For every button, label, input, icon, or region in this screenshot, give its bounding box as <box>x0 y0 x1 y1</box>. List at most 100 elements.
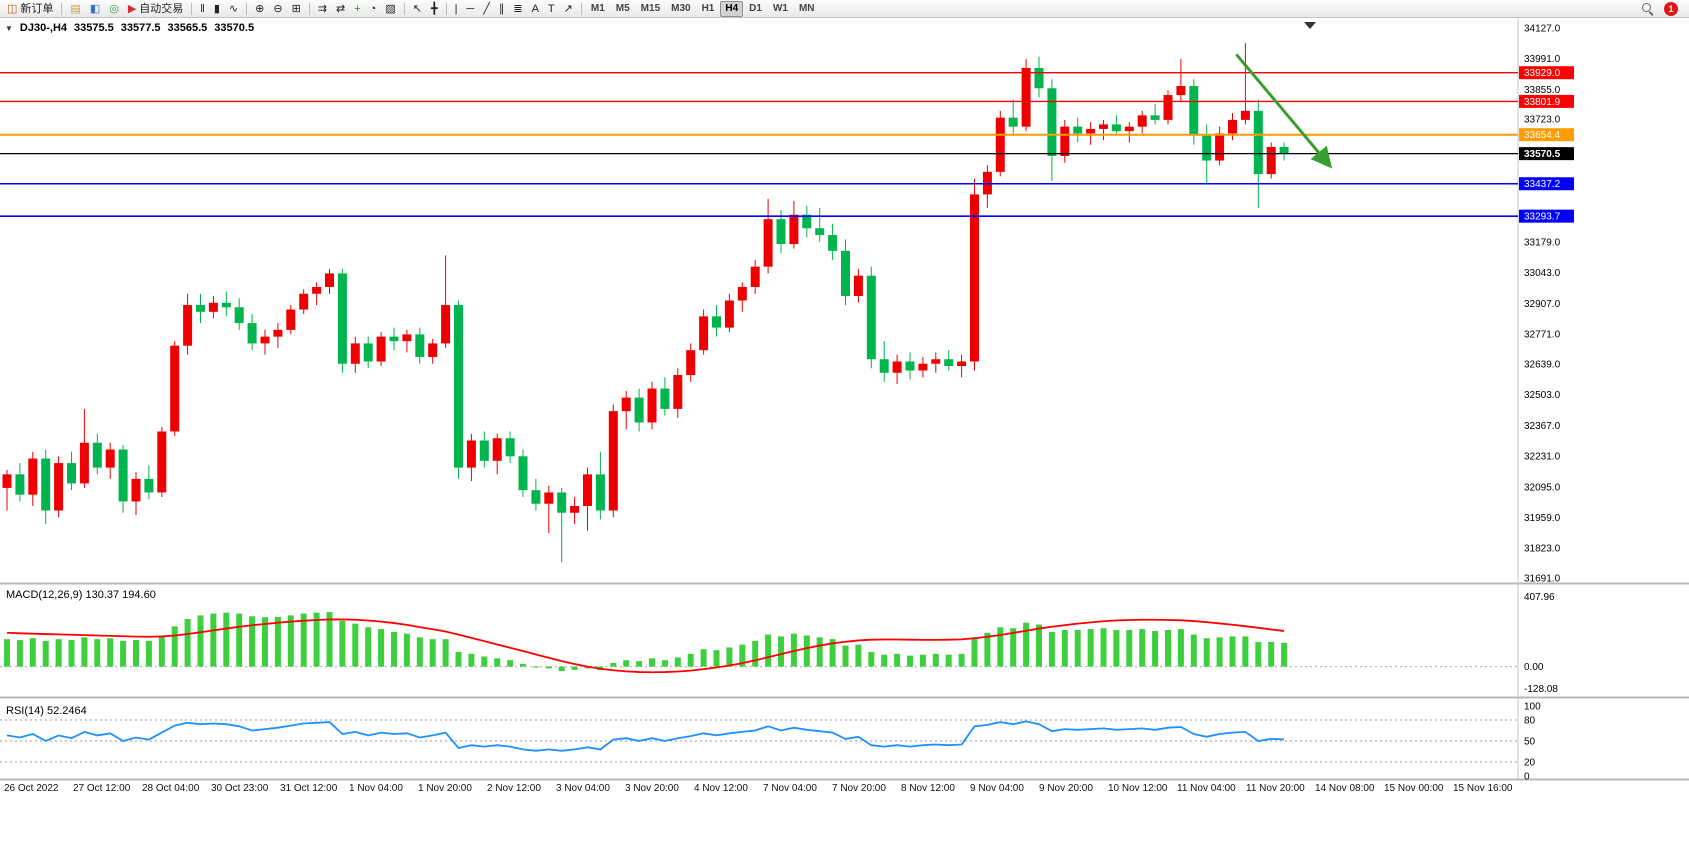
time-axis-label: 8 Nov 12:00 <box>901 783 955 794</box>
fibonacci-icon[interactable]: ≣ <box>509 0 526 17</box>
chart-shift-icon[interactable]: ⇄ <box>332 0 349 17</box>
toolbar-buttons: ◫ 新订单 ▤ ◧ ◎ ▶ 自动交易 ‖ ▮ ∿ ⊕ ⊖ ⊞ ⇉ ⇄ + ◔ ▨ ↖ ╋ | ─ ╱ ∥ ≣ A T ↗ M1 M5 M15… <box>3 0 820 17</box>
chart-symbol-header[interactable]: ▼ DJ30-,H4 33575.5 33577.5 33565.5 33570… <box>5 22 254 34</box>
notification-badge[interactable]: 1 <box>1664 1 1678 16</box>
auto-trading-button[interactable]: ▶ 自动交易 <box>124 0 187 17</box>
vertical-line-icon[interactable]: | <box>451 0 462 17</box>
rsi-tick-label: 100 <box>1524 702 1541 713</box>
indicators-icon[interactable]: + <box>350 0 364 17</box>
time-axis-label: 9 Nov 04:00 <box>970 783 1024 794</box>
timeframe-w1[interactable]: W1 <box>772 2 788 14</box>
crosshair-icon[interactable]: ╋ <box>427 0 442 17</box>
symbol-label: DJ30-,H4 <box>19 22 67 34</box>
time-axis-label: 7 Nov 04:00 <box>763 783 817 794</box>
price-tick-label: 31691.0 <box>1524 574 1561 585</box>
macd-signal-line <box>6 618 1285 674</box>
line-chart-icon[interactable]: ∿ <box>225 0 242 17</box>
text-label-icon: T <box>547 2 555 15</box>
price-tick-label: 33043.0 <box>1524 268 1561 279</box>
macd-tick-label: 0.00 <box>1524 662 1544 673</box>
zoom-in-icon[interactable]: ⊕ <box>251 0 268 17</box>
toolbar-separator <box>445 2 447 15</box>
toolbar: ◫ 新订单 ▤ ◧ ◎ ▶ 自动交易 ‖ ▮ ∿ ⊕ ⊖ ⊞ ⇉ ⇄ + ◔ ▨ ↖ ╋ | ─ ╱ ∥ ≣ A T ↗ M1 M5 M15… <box>0 0 1689 18</box>
price-tick-label: 33723.0 <box>1524 115 1561 126</box>
rsi-tick-label: 20 <box>1524 758 1536 769</box>
new-order-button[interactable]: ◫ 新订单 <box>3 0 57 17</box>
time-axis-label: 14 Nov 08:00 <box>1315 783 1375 794</box>
svg-text:33654.4: 33654.4 <box>1524 130 1561 141</box>
timeframe-m1[interactable]: M1 <box>590 2 605 14</box>
time-axis-label: 31 Oct 12:00 <box>280 783 338 794</box>
svg-text:33570.5: 33570.5 <box>1524 149 1561 160</box>
indicators-icon: + <box>354 2 361 15</box>
navigator-icon[interactable]: ◎ <box>105 0 123 17</box>
arrows-icon[interactable]: ↗ <box>560 0 577 17</box>
trendline-icon[interactable]: ╱ <box>479 0 494 17</box>
vertical-line-icon: | <box>454 2 458 15</box>
symbol-dropdown-icon[interactable]: ▼ <box>5 23 13 33</box>
timeframe-m15[interactable]: M15 <box>640 2 661 14</box>
search-icon[interactable] <box>1641 2 1654 15</box>
macd-histogram <box>4 612 1288 672</box>
bar-chart-icon[interactable]: ‖ <box>196 0 209 17</box>
toolbar-separator <box>191 2 193 15</box>
price-tag: 33654.4 <box>1519 128 1574 142</box>
periods-icon[interactable]: ◔ <box>366 0 381 17</box>
rsi-tick-label: 0 <box>1524 772 1530 783</box>
trendline-icon: ╱ <box>483 2 490 15</box>
svg-text:33801.9: 33801.9 <box>1524 97 1561 108</box>
time-axis-label: 15 Nov 00:00 <box>1384 783 1444 794</box>
chart-shift-marker[interactable] <box>1304 22 1316 29</box>
time-axis-label: 28 Oct 04:00 <box>142 783 200 794</box>
market-watch-icon[interactable]: ◧ <box>86 0 104 17</box>
text-label-icon[interactable]: T <box>544 0 559 17</box>
trend-arrow-annotation[interactable] <box>1235 53 1333 169</box>
templates-icon: ▨ <box>385 2 396 15</box>
price-tag: 33929.0 <box>1519 66 1574 80</box>
chart-stage: 34127.0 33991.0 33855.0 33723.0 33179.0 33043… <box>0 18 1689 862</box>
price-tick-label: 31823.0 <box>1524 544 1561 555</box>
timeframe-mn[interactable]: MN <box>798 2 815 14</box>
time-axis-label: 2 Nov 12:00 <box>487 783 541 794</box>
timeframe-m30[interactable]: M30 <box>671 2 691 14</box>
timeframe-d1[interactable]: D1 <box>749 2 762 14</box>
svg-text:33929.0: 33929.0 <box>1524 68 1561 79</box>
cursor-icon[interactable]: ↖ <box>409 0 426 17</box>
zoom-out-icon[interactable]: ⊖ <box>269 0 286 17</box>
toolbar-separator <box>246 2 248 15</box>
rsi-tick-label: 80 <box>1524 716 1536 727</box>
price-tag: 33437.2 <box>1519 177 1574 191</box>
toolbar-separator <box>308 2 310 15</box>
horizontal-line-icon: ─ <box>466 2 475 15</box>
timeframe-m5[interactable]: M5 <box>615 2 630 14</box>
price-chart[interactable]: 34127.0 33991.0 33855.0 33723.0 33179.0 33043… <box>0 18 1689 862</box>
new-order-button: ◫ <box>7 2 18 15</box>
profiles-icon[interactable]: ▤ <box>66 0 84 17</box>
channel-icon[interactable]: ∥ <box>495 0 509 17</box>
timeframe-h1[interactable]: H1 <box>701 2 715 14</box>
auto-scroll-icon[interactable]: ⇉ <box>314 0 331 17</box>
text-icon[interactable]: A <box>528 0 543 17</box>
time-axis-label: 4 Nov 12:00 <box>694 783 748 794</box>
time-axis-label: 11 Nov 20:00 <box>1246 783 1305 794</box>
horizontal-line-icon[interactable]: ─ <box>462 0 478 17</box>
price-tick-label: 33855.0 <box>1524 85 1561 96</box>
open-value: 33575.5 <box>74 22 114 34</box>
templates-icon[interactable]: ▨ <box>381 0 399 17</box>
rsi-indicator-label: RSI(14) 52.2464 <box>6 705 87 717</box>
price-tick-label: 32639.0 <box>1524 359 1561 370</box>
time-axis-label: 3 Nov 20:00 <box>625 783 679 794</box>
time-axis-label: 1 Nov 04:00 <box>349 783 403 794</box>
text-icon: A <box>531 2 539 15</box>
candles[interactable] <box>2 43 1289 563</box>
candlestick-chart-icon[interactable]: ▮ <box>210 0 224 17</box>
timeframe-h4[interactable]: H4 <box>720 0 744 17</box>
price-tick-label: 33179.0 <box>1524 238 1561 249</box>
bar-chart-icon: ‖ <box>200 2 205 15</box>
tile-windows-icon[interactable]: ⊞ <box>288 0 305 17</box>
new-order-button-label: 新订单 <box>20 2 54 15</box>
time-axis-label: 9 Nov 20:00 <box>1039 783 1093 794</box>
close-value: 33570.5 <box>214 22 255 34</box>
auto-trading-button: ▶ <box>127 2 137 15</box>
auto-trading-button-label: 自动交易 <box>139 2 184 15</box>
